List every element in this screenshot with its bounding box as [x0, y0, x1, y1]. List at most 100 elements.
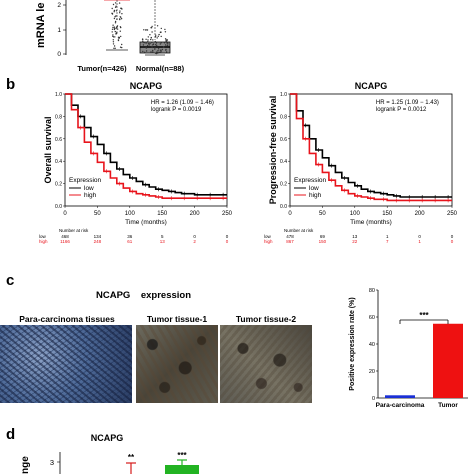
- km-risk-value: 0: [226, 234, 229, 239]
- a-point-normal: [160, 42, 162, 44]
- a-xtick-normal: Normal(n=88): [136, 64, 185, 73]
- km-risk-value: 13: [352, 234, 358, 239]
- a-point-tumor: [112, 34, 114, 36]
- km-ytick-label: 0.0: [280, 204, 287, 210]
- a-point-tumor: [113, 47, 115, 49]
- a-point-normal: [147, 36, 149, 38]
- a-point-normal: [157, 48, 160, 50]
- a-point-normal: [161, 48, 163, 51]
- km-xtick-label: 150: [382, 211, 393, 217]
- a-point-tumor: [113, 45, 116, 47]
- c-header: NCAPG expression: [96, 290, 192, 301]
- a-point-normal: [163, 42, 166, 44]
- a-point-normal: [164, 31, 167, 33]
- a-point-normal: [146, 29, 149, 31]
- a-point-tumor: [115, 15, 117, 17]
- km-risk-value: 150: [319, 239, 327, 244]
- a-point-normal: [142, 38, 144, 41]
- a-point-normal: [165, 51, 168, 53]
- a-point-normal: [167, 42, 169, 44]
- c-photo-tumor-2: [220, 325, 312, 403]
- a-point-normal: [142, 40, 144, 42]
- a-point-normal: [159, 31, 162, 33]
- a-point-normal: [149, 34, 151, 36]
- km-risk-value: 0: [193, 234, 196, 239]
- a-point-normal: [154, 48, 156, 50]
- a-point-normal: [144, 51, 146, 53]
- panel-d: NCAPG nge 3 ** ***: [20, 433, 199, 474]
- a-point-normal: [165, 40, 167, 42]
- km-ytick-label: 0.8: [280, 114, 287, 120]
- km-annotation: logrank P = 0.0019: [151, 107, 202, 113]
- km-xtick-label: 50: [94, 211, 101, 217]
- c-photo-tumor-1: [136, 325, 218, 403]
- c-bar-para-carcinoma: [385, 395, 415, 398]
- a-point-normal: [160, 27, 162, 30]
- a-point-normal: [149, 42, 151, 45]
- km-annotation: HR = 1.25 (1.09 − 1.43): [376, 100, 439, 106]
- a-point-normal: [146, 45, 149, 47]
- a-point-tumor: [113, 28, 116, 31]
- km-ylabel: Progression-free survival: [268, 96, 278, 205]
- km-frame: [64, 93, 228, 207]
- a-point-normal: [145, 29, 147, 31]
- a-point-normal: [160, 50, 162, 52]
- a-point-normal: [143, 41, 145, 44]
- a-point-tumor: [114, 20, 117, 23]
- km-legend-label-low: low: [309, 185, 319, 192]
- km-ytick-label: 0.0: [55, 204, 62, 210]
- c-photo-label-1: Para-carcinoma tissues: [19, 314, 115, 324]
- a-point-normal: [166, 39, 169, 41]
- km-legend-label-high: high: [84, 192, 97, 199]
- d-ylabel: nge: [20, 456, 31, 474]
- a-point-normal: [156, 25, 159, 27]
- a-point-normal: [147, 43, 150, 45]
- km-ytick-label: 0.2: [280, 182, 287, 188]
- a-point-normal: [154, 36, 157, 38]
- a-point-normal: [152, 43, 155, 45]
- km-risk-value: 0: [418, 234, 421, 239]
- d-errorbar-tumor: [126, 462, 136, 474]
- a-point-tumor: [112, 36, 115, 38]
- a-ylabel: mRNA le: [35, 3, 47, 48]
- km-xlabel: Time (months): [350, 219, 392, 226]
- km-xtick-label: 250: [222, 211, 233, 217]
- a-point-tumor: [120, 18, 123, 20]
- km-risk-value: 61: [127, 239, 133, 244]
- panel-a: mRNA le 2 1 0 Tumor(n=426) Normal(n=88): [35, 0, 185, 73]
- a-point-tumor: [115, 27, 117, 30]
- km-ytick-label: 0.6: [55, 137, 62, 143]
- km-xtick-label: 150: [157, 211, 168, 217]
- km-risk-row-label: low: [39, 234, 47, 239]
- a-ytick-1: 1: [57, 27, 61, 34]
- a-point-tumor: [112, 3, 115, 6]
- km-curve-high: [290, 93, 452, 202]
- a-point-tumor: [113, 27, 116, 29]
- a-point-normal: [152, 39, 154, 41]
- km-ytick-label: 0.2: [55, 182, 62, 188]
- a-point-tumor: [114, 47, 116, 49]
- a-point-tumor: [121, 46, 123, 49]
- a-point-normal: [159, 43, 161, 45]
- a-point-normal: [143, 29, 145, 31]
- d-sig-2: ***: [177, 451, 187, 460]
- a-point-tumor: [120, 26, 122, 29]
- a-point-normal: [156, 44, 158, 47]
- a-point-normal: [151, 45, 153, 48]
- a-point-tumor: [114, 6, 117, 8]
- a-point-normal: [157, 35, 159, 37]
- a-point-normal: [150, 27, 152, 29]
- a-point-normal: [164, 28, 166, 31]
- c-photo-label-2: Tumor tissue-1: [146, 314, 208, 324]
- a-point-tumor: [114, 36, 116, 38]
- a-point-normal: [155, 34, 157, 36]
- a-box-normal: [139, 0, 171, 56]
- c-xtick-label: Tumor: [438, 402, 458, 409]
- a-point-tumor: [114, 16, 116, 18]
- km-annotation: HR = 1.26 (1.09 − 1.46): [151, 100, 214, 106]
- km-risk-value: 468: [61, 234, 69, 239]
- c-xtick-label: Para-carcinoma: [376, 402, 425, 409]
- a-point-tumor: [113, 11, 115, 13]
